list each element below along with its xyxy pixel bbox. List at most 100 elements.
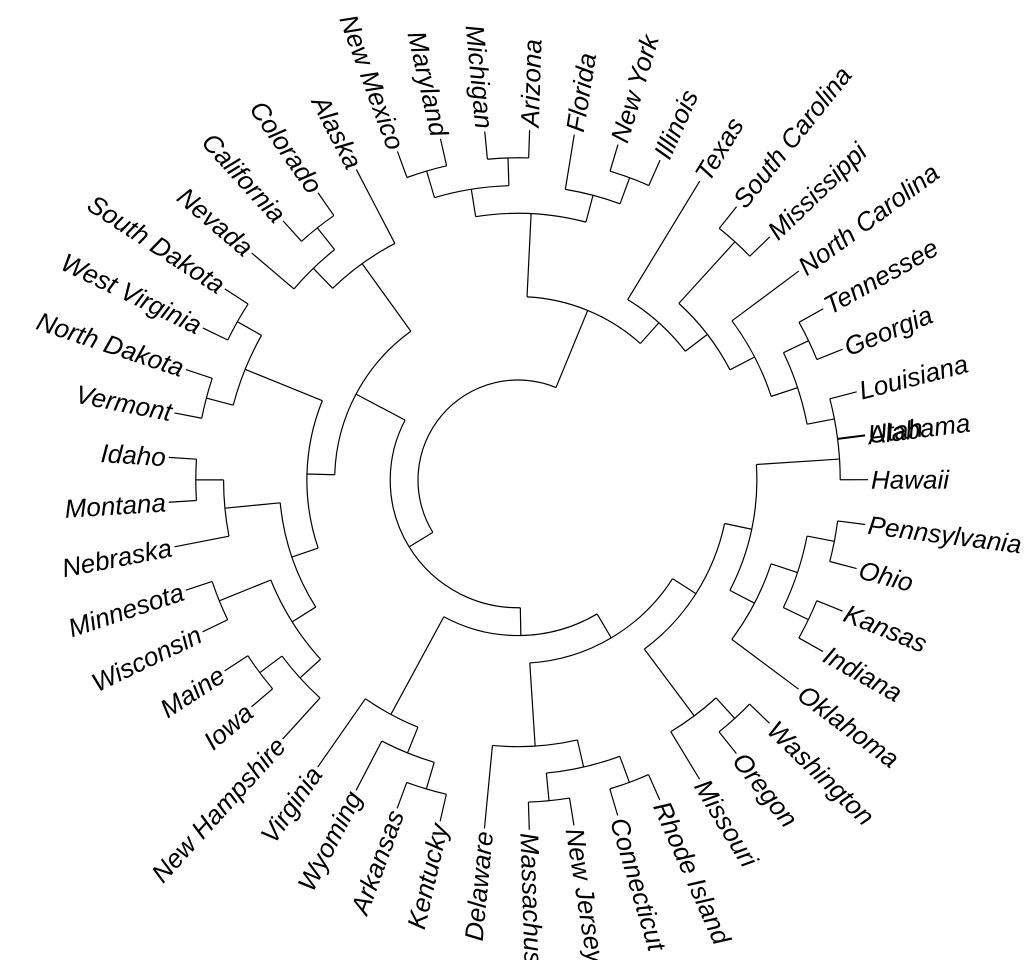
branch-spoke	[609, 788, 619, 816]
branch-arc	[798, 322, 818, 360]
leaf-labels: UtahHawaiiPennsylvaniaOhioKansasIndianaO…	[33, 11, 1023, 960]
branch-spoke	[168, 499, 197, 503]
leaf-label-kansas: Kansas	[840, 598, 932, 658]
branch-spoke	[251, 688, 274, 708]
branch-spoke	[527, 802, 530, 830]
branch-arc	[565, 188, 621, 205]
branch-spoke	[619, 177, 631, 205]
branch-spoke	[729, 356, 755, 371]
branch-spoke	[316, 227, 336, 251]
branch-arc	[782, 352, 808, 425]
branch-spoke	[259, 655, 283, 674]
branch-spoke	[317, 192, 335, 216]
branch-spoke	[619, 756, 630, 783]
branch-spoke	[390, 616, 445, 715]
branch-spoke	[439, 138, 448, 166]
leaf-label-michigan: Michigan	[460, 24, 500, 130]
branch-spoke	[396, 151, 408, 178]
branch-spoke	[724, 522, 752, 530]
branch-spoke	[224, 502, 281, 509]
branch-spoke	[627, 180, 701, 300]
branch-spoke	[749, 236, 771, 257]
branch-arc	[406, 165, 447, 179]
branch-arc	[195, 459, 198, 501]
leaf-label-texas: Texas	[689, 112, 750, 186]
branch-spoke	[837, 434, 866, 440]
branch-spoke	[426, 170, 436, 198]
leaf-label-pennsylvania: Pennsylvania	[866, 510, 1023, 559]
branch-spoke	[237, 321, 262, 336]
leaf-label-idaho: Idaho	[100, 438, 167, 472]
leaf-label-arizona: Arizona	[515, 39, 548, 130]
branch-spoke	[483, 745, 494, 829]
branch-spoke	[168, 456, 197, 460]
branch-spoke	[718, 206, 738, 229]
leaf-label-florida: Florida	[560, 51, 602, 134]
leaf-label-massachusetts: Massachusetts	[514, 832, 550, 960]
branch-spoke	[355, 169, 396, 244]
branch-spoke	[564, 134, 575, 190]
branch-spoke	[829, 560, 857, 570]
branch-arc	[829, 398, 839, 440]
leaf-label-georgia: Georgia	[840, 300, 937, 362]
branch-spoke	[837, 435, 866, 440]
branch-spoke	[806, 535, 835, 542]
branch-spoke	[317, 698, 366, 768]
leaf-label-maryland: Maryland	[401, 28, 454, 140]
branch-spoke	[756, 458, 840, 466]
branch-arc	[718, 227, 751, 257]
branch-arc	[546, 755, 620, 774]
branch-spoke	[282, 697, 321, 740]
branch-spoke	[470, 189, 477, 217]
branch-arc	[381, 740, 435, 763]
branch-spoke	[529, 662, 536, 747]
branch-arc	[443, 613, 598, 637]
branch-spoke	[439, 794, 447, 822]
branch-spoke	[806, 418, 835, 425]
branch-spoke	[306, 473, 335, 476]
leaf-label-utah: Utah	[866, 413, 924, 450]
branch-spoke	[174, 412, 202, 419]
branch-spoke	[202, 327, 229, 341]
branch-spoke	[408, 531, 434, 548]
branch-spoke	[731, 638, 799, 690]
leaf-label-iowa: Iowa	[198, 697, 259, 755]
branch-spoke	[731, 270, 800, 322]
branch-spoke	[672, 578, 697, 595]
branch-spoke	[816, 348, 843, 361]
leaf-label-vermont: Vermont	[73, 379, 176, 427]
branch-spoke	[282, 220, 303, 242]
branch-spoke	[185, 580, 213, 591]
branch-spoke	[299, 658, 321, 679]
branch-spoke	[219, 579, 272, 602]
branch-spoke	[545, 773, 550, 801]
leaf-label-alabama: Alabama	[864, 408, 972, 451]
branch-spoke	[596, 613, 612, 639]
branch-spoke	[770, 563, 798, 574]
branch-spoke	[837, 520, 866, 526]
leaf-label-louisiana: Louisiana	[856, 348, 971, 405]
branch-spoke	[568, 797, 575, 826]
branch-spoke	[202, 619, 228, 633]
branch-spoke	[519, 607, 522, 636]
branch-spoke	[355, 393, 406, 421]
branch-arc	[417, 379, 557, 533]
branch-spoke	[639, 322, 660, 344]
branch-spoke	[771, 387, 798, 397]
branch-spoke	[585, 195, 594, 223]
branch-spoke	[484, 131, 488, 160]
branch-arc	[487, 157, 529, 160]
branch-spoke	[670, 731, 701, 780]
branch-arc	[829, 520, 839, 562]
branch-spoke	[684, 333, 708, 352]
branch-spoke	[312, 267, 334, 289]
branch-spoke	[355, 740, 383, 791]
branch-spoke	[206, 397, 234, 406]
branch-arc	[332, 242, 396, 289]
branch-spoke	[361, 263, 412, 332]
branch-spoke	[816, 600, 843, 612]
branch-spoke	[555, 310, 589, 388]
branch-spoke	[678, 241, 736, 304]
branch-spoke	[609, 144, 619, 172]
branch-spoke	[798, 308, 824, 323]
